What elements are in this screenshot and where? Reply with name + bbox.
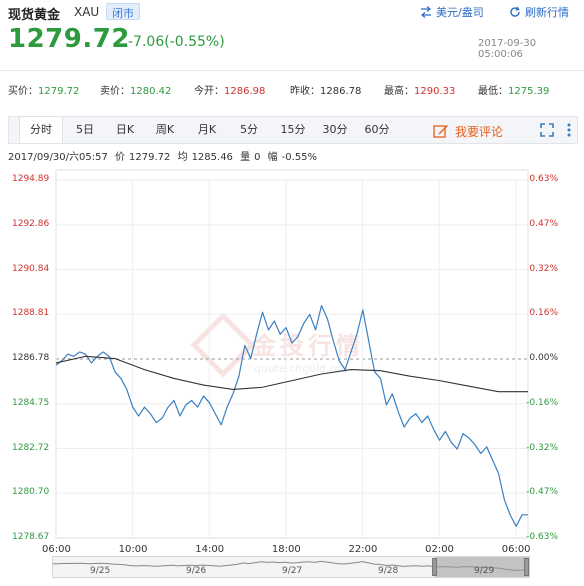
y-tick-label: 1294.89 bbox=[12, 174, 50, 184]
info-volume-label: 量 bbox=[240, 152, 251, 163]
tab-5day[interactable]: 5日 bbox=[76, 123, 94, 136]
tab-60min[interactable]: 60分 bbox=[364, 123, 390, 136]
y-percent-tick-label: 0.63% bbox=[529, 174, 558, 184]
x-tick-label: 22:00 bbox=[348, 544, 378, 555]
instrument-title: 现货黄金 bbox=[8, 8, 61, 23]
tab-weekly-k[interactable]: 周K bbox=[155, 123, 175, 136]
y-tick-label: 1278.67 bbox=[12, 532, 50, 542]
info-range: -0.55% bbox=[281, 152, 318, 163]
y-tick-label: 1286.78 bbox=[12, 353, 50, 363]
stat-label: 卖价： bbox=[100, 86, 130, 97]
x-tick-label: 02:00 bbox=[425, 544, 454, 555]
tab-15min[interactable]: 15分 bbox=[280, 123, 306, 136]
info-volume: 0 bbox=[254, 152, 261, 163]
refresh-link[interactable]: 刷新行情 bbox=[509, 4, 569, 20]
intraday-chart[interactable]: 金投行情 quote.cngold.org 1294.89 0.63% 1292.8… bbox=[0, 166, 584, 586]
stat-high: 最高：1290.33 bbox=[384, 82, 455, 97]
tab-monthly-k[interactable]: 月K bbox=[197, 123, 217, 136]
y-tick-label: 1280.70 bbox=[12, 487, 50, 498]
y-tick-label: 1282.72 bbox=[12, 442, 50, 453]
tab-daily-k[interactable]: 日K bbox=[115, 123, 135, 136]
refresh-icon bbox=[510, 6, 520, 17]
plot-border bbox=[55, 169, 529, 539]
navigator-selection[interactable] bbox=[435, 557, 529, 577]
current-price: 1279.72 bbox=[8, 24, 130, 54]
unit-link-label: 美元/盎司 bbox=[436, 6, 484, 19]
tab-30min[interactable]: 30分 bbox=[322, 123, 348, 136]
stat-label: 最低： bbox=[478, 86, 508, 97]
tab-intraday[interactable]: 分时 bbox=[19, 117, 63, 143]
price-line bbox=[55, 304, 528, 527]
navigator-date-label: 9/25 bbox=[90, 566, 111, 576]
info-price-label: 价 bbox=[115, 152, 126, 163]
navigator-sparkline bbox=[53, 557, 529, 577]
more-icon[interactable] bbox=[566, 122, 572, 138]
stat-open: 今开：1286.98 bbox=[194, 82, 265, 97]
y-percent-tick-label: 0.32% bbox=[529, 263, 558, 274]
tab-5min[interactable]: 5分 bbox=[240, 123, 258, 136]
info-price: 1279.72 bbox=[129, 152, 171, 163]
market-status-badge: 闭市 bbox=[106, 3, 140, 20]
instrument-symbol: XAU bbox=[74, 5, 100, 19]
navigator-date-label: 9/26 bbox=[186, 566, 207, 576]
stat-ask: 卖价：1280.42 bbox=[100, 82, 171, 97]
stat-value: 1286.78 bbox=[320, 86, 362, 97]
y-percent-tick-label: 0.00% bbox=[529, 353, 558, 363]
divider bbox=[0, 70, 584, 71]
navigator-handle[interactable] bbox=[524, 558, 529, 576]
edit-icon bbox=[433, 125, 448, 138]
y-percent-tick-label: 0.16% bbox=[529, 308, 558, 319]
info-avg: 1285.46 bbox=[191, 152, 233, 163]
swap-icon bbox=[421, 6, 431, 18]
comment-button-label: 我要评论 bbox=[455, 124, 504, 139]
stat-value: 1286.98 bbox=[224, 86, 266, 97]
y-tick-label: 1284.75 bbox=[12, 397, 50, 408]
y-tick-label: 1292.86 bbox=[12, 218, 50, 229]
stat-label: 买价： bbox=[8, 86, 38, 97]
quote-header: 现货黄金 XAU 闭市 美元/盎司 刷新行情 1279.72 -7.06(-0.… bbox=[0, 0, 584, 60]
unit-link[interactable]: 美元/盎司 bbox=[420, 4, 484, 20]
stat-label: 昨收： bbox=[290, 86, 320, 97]
y-percent-tick-label: -0.47% bbox=[526, 487, 558, 498]
info-datetime: 2017/09/30/六05:57 bbox=[8, 152, 108, 163]
stat-prev-close: 昨收：1286.78 bbox=[290, 82, 361, 97]
refresh-link-label: 刷新行情 bbox=[525, 6, 569, 19]
stat-low: 最低：1275.39 bbox=[478, 82, 549, 97]
x-tick-label: 10:00 bbox=[118, 544, 148, 555]
x-tick-label: 18:00 bbox=[271, 544, 301, 555]
y-percent-tick-label: -0.32% bbox=[526, 442, 558, 453]
stat-value: 1280.42 bbox=[130, 86, 172, 97]
y-percent-tick-label: -0.63% bbox=[526, 532, 558, 542]
price-change: -7.06(-0.55%) bbox=[128, 34, 225, 50]
quote-timestamp: 2017-09-30 05:00:06 bbox=[478, 38, 537, 60]
info-avg-label: 均 bbox=[177, 152, 188, 163]
stat-label: 最高： bbox=[384, 86, 414, 97]
chart-canvas bbox=[55, 169, 529, 539]
period-tabbar: 分时 5日 日K 周K 月K 5分 15分 30分 60分 我要评论 bbox=[8, 116, 578, 144]
y-percent-tick-label: 0.47% bbox=[529, 218, 558, 229]
average-line bbox=[55, 355, 528, 393]
stat-value: 1290.33 bbox=[414, 86, 456, 97]
y-tick-label: 1288.81 bbox=[12, 308, 50, 319]
info-range-label: 幅 bbox=[267, 152, 278, 163]
comment-button[interactable]: 我要评论 bbox=[433, 121, 503, 141]
x-tick-label: 06:00 bbox=[42, 544, 71, 555]
x-tick-label: 14:00 bbox=[195, 544, 225, 555]
stat-value: 1279.72 bbox=[38, 86, 80, 97]
y-percent-tick-label: -0.16% bbox=[526, 397, 558, 408]
stat-bid: 买价：1279.72 bbox=[8, 82, 79, 97]
fullscreen-icon[interactable] bbox=[540, 123, 554, 137]
navigator-handle[interactable] bbox=[432, 558, 437, 576]
x-tick-label: 06:00 bbox=[501, 544, 531, 555]
stat-label: 今开： bbox=[194, 86, 224, 97]
quote-stats-row: 买价：1279.72 卖价：1280.42 今开：1286.98 昨收：1286… bbox=[0, 80, 584, 98]
y-tick-label: 1290.84 bbox=[12, 263, 50, 274]
navigator-date-label: 9/28 bbox=[378, 566, 399, 576]
navigator-date-label: 9/27 bbox=[282, 566, 303, 576]
chart-navigator[interactable] bbox=[52, 556, 530, 578]
navigator-date-label: 9/29 bbox=[474, 566, 495, 576]
stat-value: 1275.39 bbox=[508, 86, 550, 97]
